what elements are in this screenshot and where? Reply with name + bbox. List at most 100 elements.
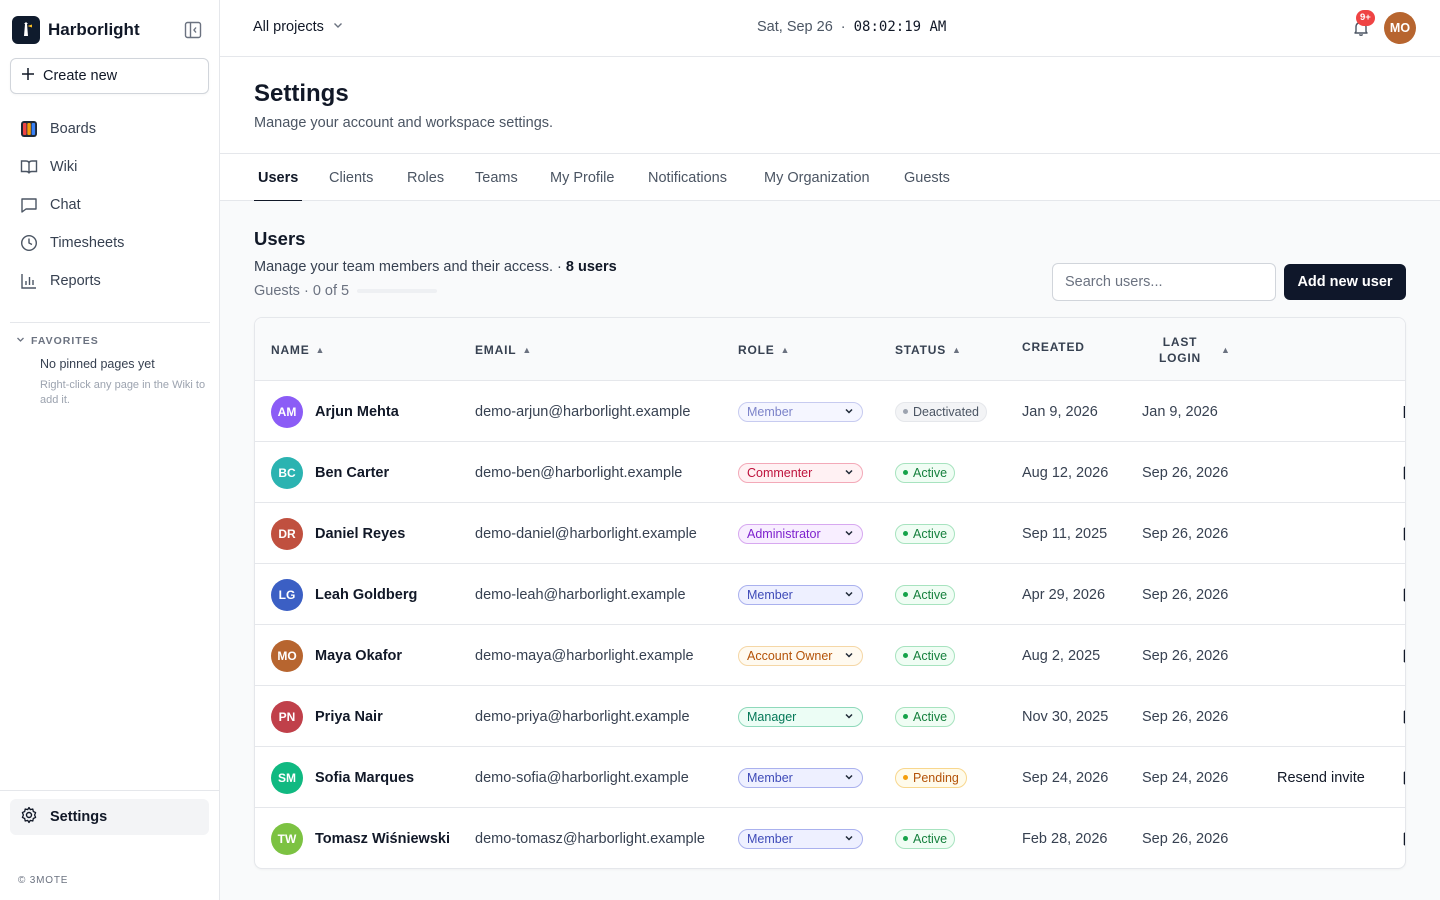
user-name: Priya Nair [315, 708, 383, 725]
column-header-role[interactable]: ROLE ▲ [738, 318, 790, 381]
role-select[interactable]: Member [738, 767, 863, 788]
created-date: Jan 9, 2026 [1022, 403, 1098, 420]
column-header-label: NAME [271, 342, 310, 357]
created-date: Feb 28, 2026 [1022, 830, 1108, 847]
user-email: demo-priya@harborlight.example [475, 708, 690, 725]
table-row[interactable]: SM Sofia Marques demo-sofia@harborlight.ex… [255, 747, 1405, 808]
table-row[interactable]: AM Arjun Mehta demo-arjun@harborlight.exam… [255, 381, 1405, 442]
role-value: Account Owner [747, 648, 833, 663]
row-actions-edge[interactable] [1403, 442, 1405, 503]
tab-roles[interactable]: Roles [407, 169, 445, 186]
row-actions-edge[interactable] [1403, 686, 1405, 747]
lighthouse-logo-icon [12, 16, 40, 44]
add-new-user-button[interactable]: Add new user [1284, 264, 1406, 300]
role-select[interactable]: Member [738, 828, 863, 849]
table-row[interactable]: MO Maya Okafor demo-maya@harborlight.examp… [255, 625, 1405, 686]
role-select[interactable]: Manager [738, 706, 863, 727]
tab-guests[interactable]: Guests [904, 169, 950, 186]
table-row[interactable]: TW Tomasz Wiśniewski demo-tomasz@harborlig… [255, 808, 1405, 868]
row-actions-edge[interactable] [1403, 381, 1405, 442]
status-badge: Active [895, 462, 956, 483]
tab-teams[interactable]: Teams [475, 169, 518, 186]
search-users-input[interactable] [1052, 263, 1276, 301]
column-header-label-line: LAST [1162, 334, 1198, 349]
sidebar-item-timesheets[interactable]: Timesheets [10, 224, 210, 262]
sidebar-nav: Boards Wiki Chat Timesheets Reports [10, 110, 210, 300]
role-cell: Commenter [738, 442, 863, 503]
status-label: Active [913, 709, 948, 724]
column-header-last-login[interactable]: LAST LOGIN ▲ [1159, 318, 1231, 381]
favorites-toggle[interactable]: FAVORITES [16, 335, 99, 347]
role-select[interactable]: Member [738, 401, 863, 422]
status-label: Active [913, 526, 948, 541]
tab-my-profile[interactable]: My Profile [550, 169, 615, 186]
status-cell: Pending [895, 747, 967, 808]
clock-icon [20, 234, 38, 252]
status-badge: Deactivated [895, 401, 988, 422]
role-value: Administrator [747, 526, 821, 541]
sidebar-collapse-icon[interactable] [184, 21, 202, 39]
row-actions-edge[interactable] [1403, 808, 1405, 868]
tab-my-organization[interactable]: My Organization [764, 169, 870, 186]
table-row[interactable]: LG Leah Goldberg demo-leah@harborlight.exa… [255, 564, 1405, 625]
status-dot-icon [903, 775, 908, 780]
user-email: demo-daniel@harborlight.example [475, 525, 697, 542]
role-cell: Member [738, 381, 863, 442]
role-cell: Administrator [738, 503, 863, 564]
role-value: Member [747, 831, 793, 846]
status-badge: Active [895, 828, 956, 849]
row-actions-edge[interactable] [1403, 747, 1405, 808]
sidebar-item-settings[interactable]: Settings [10, 799, 209, 835]
sidebar-item-reports[interactable]: Reports [10, 262, 210, 300]
role-select[interactable]: Commenter [738, 462, 863, 483]
user-email: demo-maya@harborlight.example [475, 647, 694, 664]
column-header-status[interactable]: STATUS ▲ [895, 318, 962, 381]
column-header-name[interactable]: NAME ▲ [271, 318, 325, 381]
role-value: Commenter [747, 465, 813, 480]
user-avatar[interactable]: MO [1384, 12, 1416, 44]
user-name-cell: BC Ben Carter [271, 442, 389, 503]
status-badge: Active [895, 706, 956, 727]
sidebar-item-wiki[interactable]: Wiki [10, 148, 210, 186]
row-actions-edge[interactable] [1403, 625, 1405, 686]
table-row[interactable]: DR Daniel Reyes demo-daniel@harborlight.ex… [255, 503, 1405, 564]
row-actions-edge[interactable] [1403, 564, 1405, 625]
settings-tabs: Users Clients Roles Teams My Profile Not… [220, 153, 1440, 202]
users-separator: · [557, 259, 562, 275]
create-new-button[interactable]: Create new [10, 58, 209, 94]
sort-up-icon: ▲ [780, 344, 791, 355]
tab-notifications[interactable]: Notifications [648, 169, 727, 186]
status-label: Active [913, 587, 948, 602]
resend-invite-link[interactable]: Resend invite [1277, 769, 1365, 786]
row-actions-edge[interactable] [1403, 503, 1405, 564]
brand[interactable]: Harborlight [12, 16, 140, 44]
tab-users[interactable]: Users [253, 154, 303, 202]
status-cell: Active [895, 442, 956, 503]
sidebar-item-label: Chat [50, 197, 81, 213]
users-table: NAME ▲ EMAIL ▲ ROLE ▲ STATUS ▲ CREATED LAST L… [254, 317, 1406, 869]
table-row[interactable]: BC Ben Carter demo-ben@harborlight.example… [255, 442, 1405, 503]
table-row[interactable]: PN Priya Nair demo-priya@harborlight.examp… [255, 686, 1405, 747]
role-select[interactable]: Administrator [738, 523, 863, 544]
chevron-down-icon [844, 466, 854, 480]
tab-clients[interactable]: Clients [329, 169, 374, 186]
role-select[interactable]: Member [738, 584, 863, 605]
status-dot-icon [903, 714, 908, 719]
role-value: Member [747, 404, 793, 419]
status-label: Active [913, 648, 948, 663]
column-header-created[interactable]: CREATED [1022, 318, 1085, 378]
user-email: demo-tomasz@harborlight.example [475, 830, 705, 847]
top-bar: All projects Sat, Sep 26 · 08:02:19 AM 9… [220, 0, 1440, 57]
created-date: Sep 24, 2026 [1022, 769, 1109, 786]
sidebar-item-boards[interactable]: Boards [10, 110, 210, 148]
status-badge: Active [895, 645, 956, 666]
column-header-email[interactable]: EMAIL ▲ [475, 318, 532, 381]
user-name-cell: AM Arjun Mehta [271, 381, 399, 442]
book-icon [20, 158, 38, 176]
project-switcher[interactable]: All projects [253, 19, 344, 35]
sidebar-item-chat[interactable]: Chat [10, 186, 210, 224]
last-login-date: Sep 26, 2026 [1142, 708, 1229, 725]
status-cell: Active [895, 564, 956, 625]
favorites-hint: Right-click any page in the Wiki to add … [40, 379, 206, 406]
role-select[interactable]: Account Owner [738, 645, 863, 666]
